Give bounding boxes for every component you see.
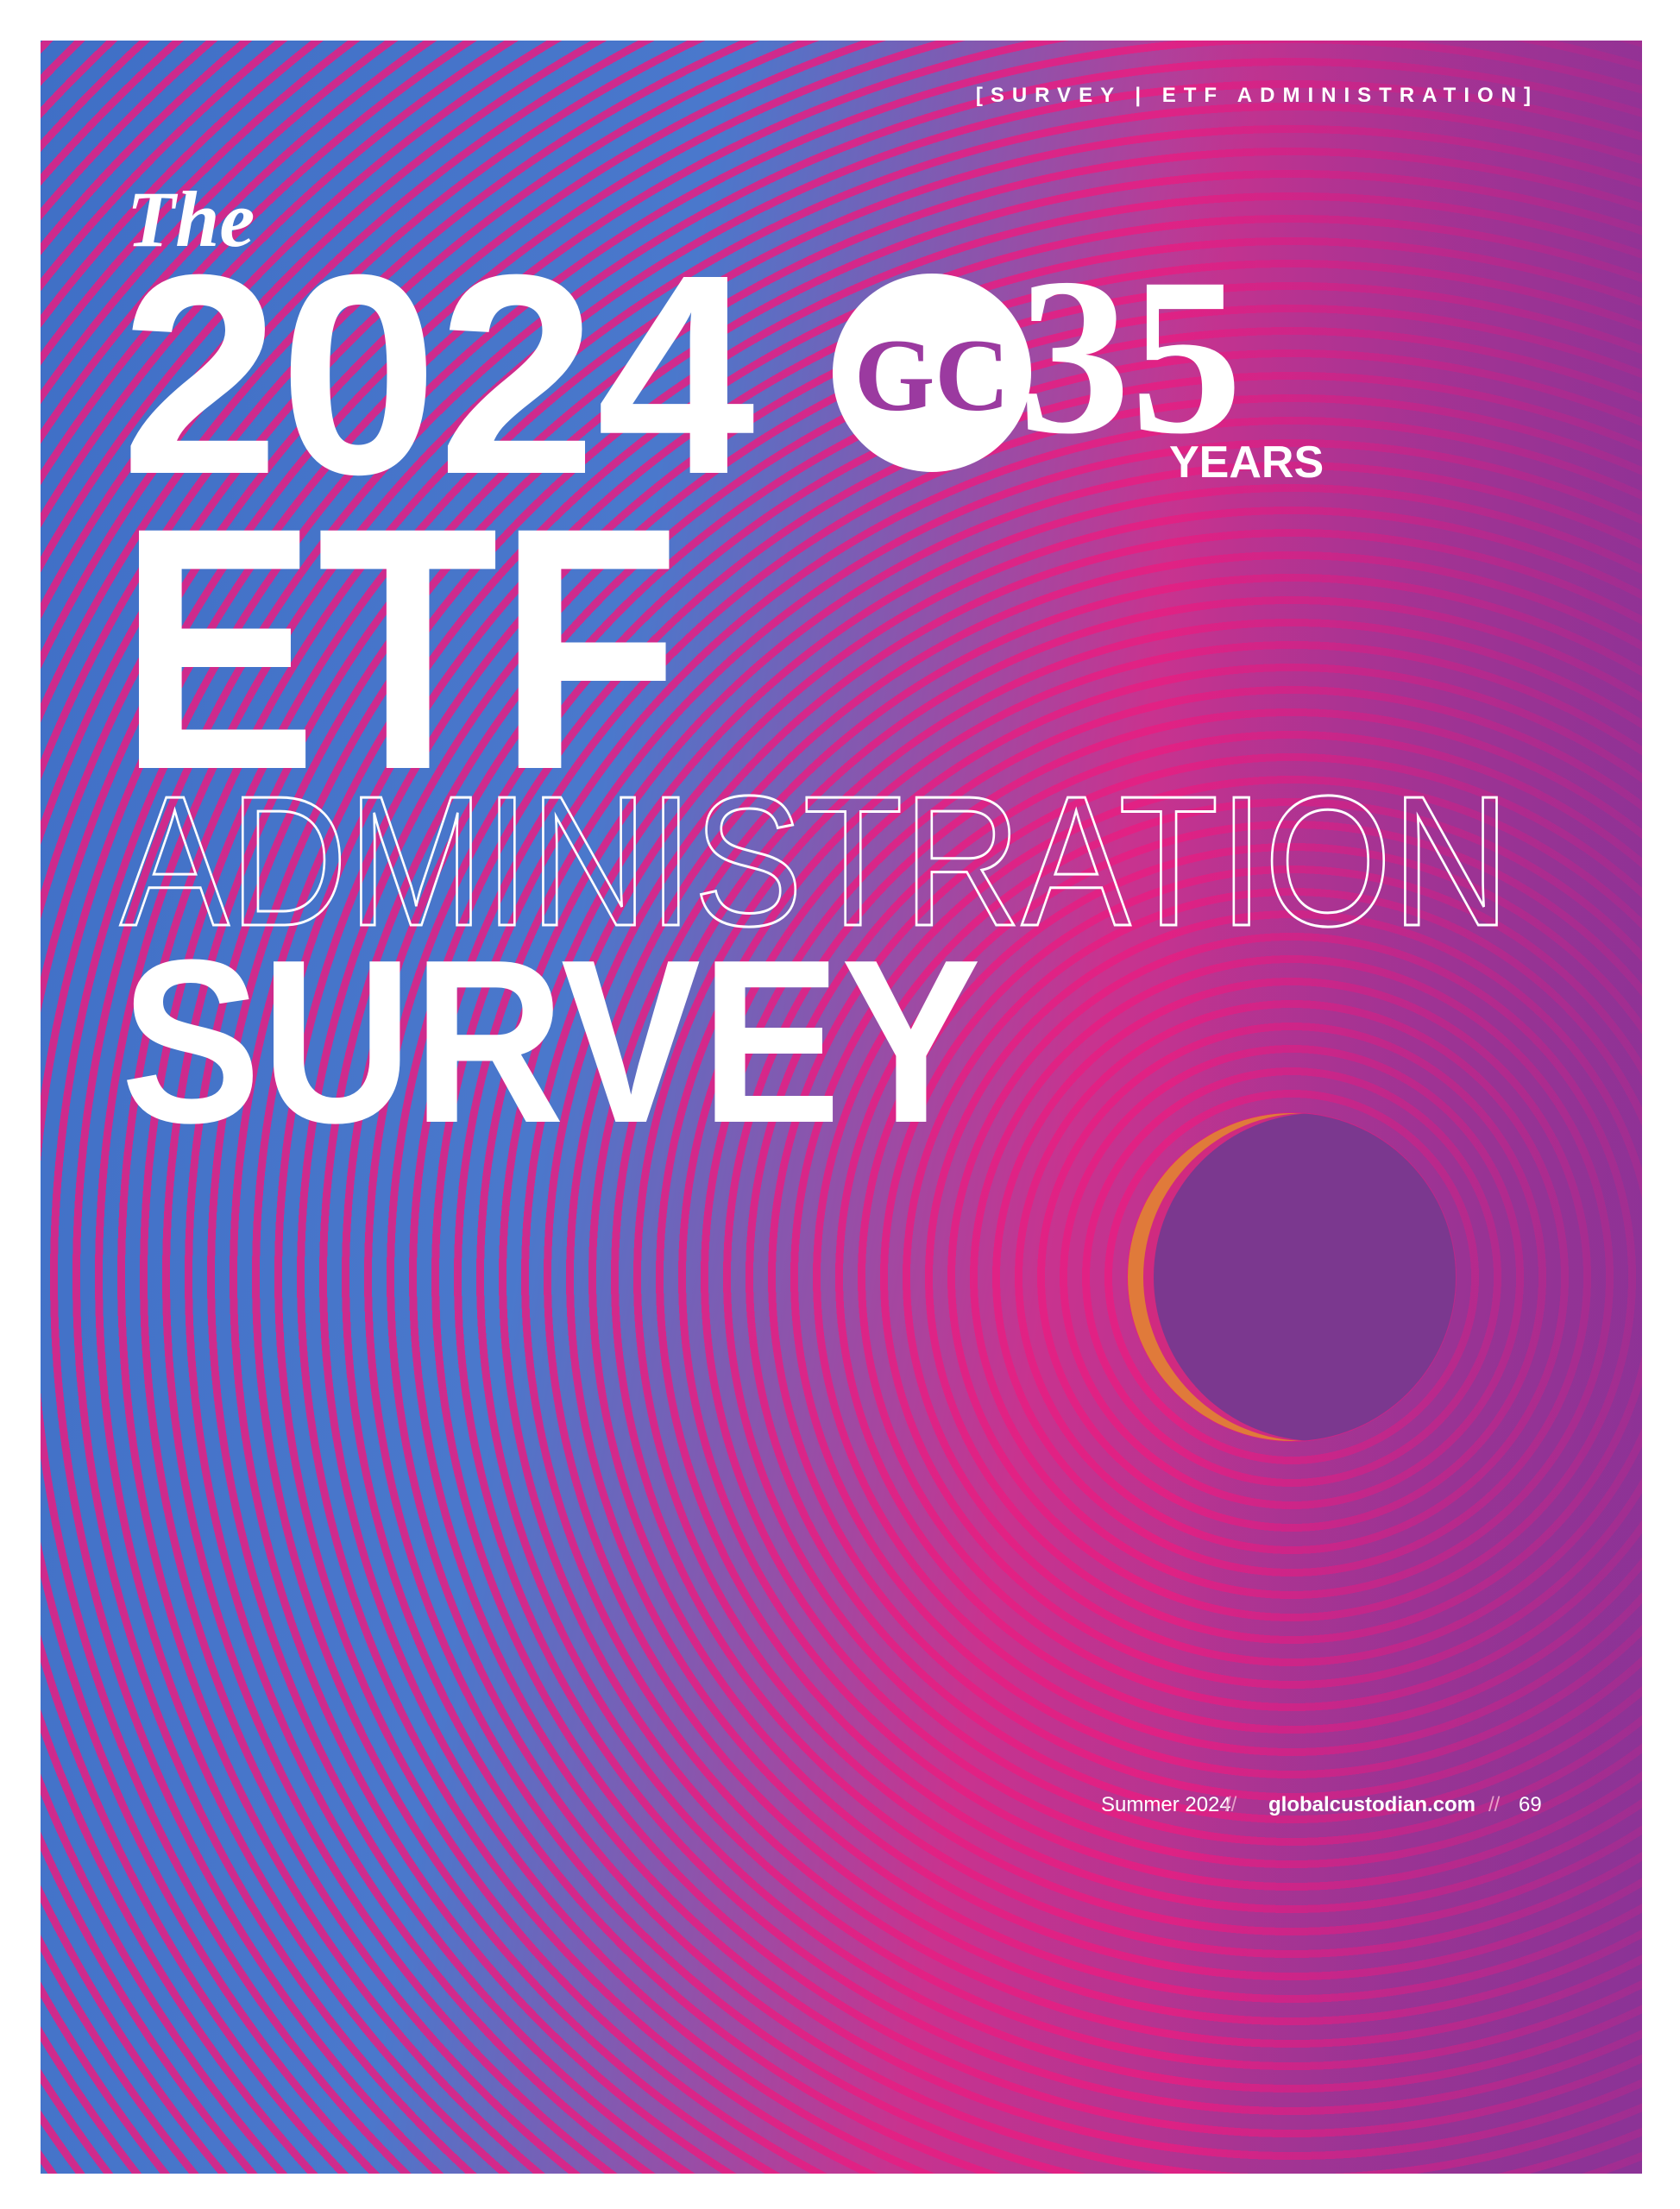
center-circle: [1128, 1113, 1456, 1441]
footer-issue: Summer 2024: [1101, 1793, 1231, 1816]
title-article: The: [127, 175, 255, 263]
footer-website: globalcustodian.com: [1268, 1793, 1476, 1816]
footer-separator: //: [1225, 1793, 1237, 1816]
section-tag: [SURVEY | ETF ADMINISTRATION]: [976, 84, 1538, 107]
title-line1: ETF: [119, 456, 680, 841]
footer: Summer 2024 // globalcustodian.com // 69: [1101, 1793, 1542, 1816]
footer-page-number: 69: [1519, 1793, 1542, 1816]
anniversary-logo: GC 35 YEARS: [833, 232, 1324, 488]
title-line2: ADMINISTRATION: [120, 757, 1510, 965]
logo-disc: [833, 274, 1031, 472]
logo-caption: YEARS: [1169, 437, 1324, 488]
logo-letters: GC: [854, 318, 1010, 432]
title-line3: SURVEY: [121, 912, 981, 1172]
title-year: 2024: [121, 215, 757, 533]
logo-number: 35: [1018, 232, 1243, 481]
footer-separator: //: [1488, 1793, 1501, 1816]
